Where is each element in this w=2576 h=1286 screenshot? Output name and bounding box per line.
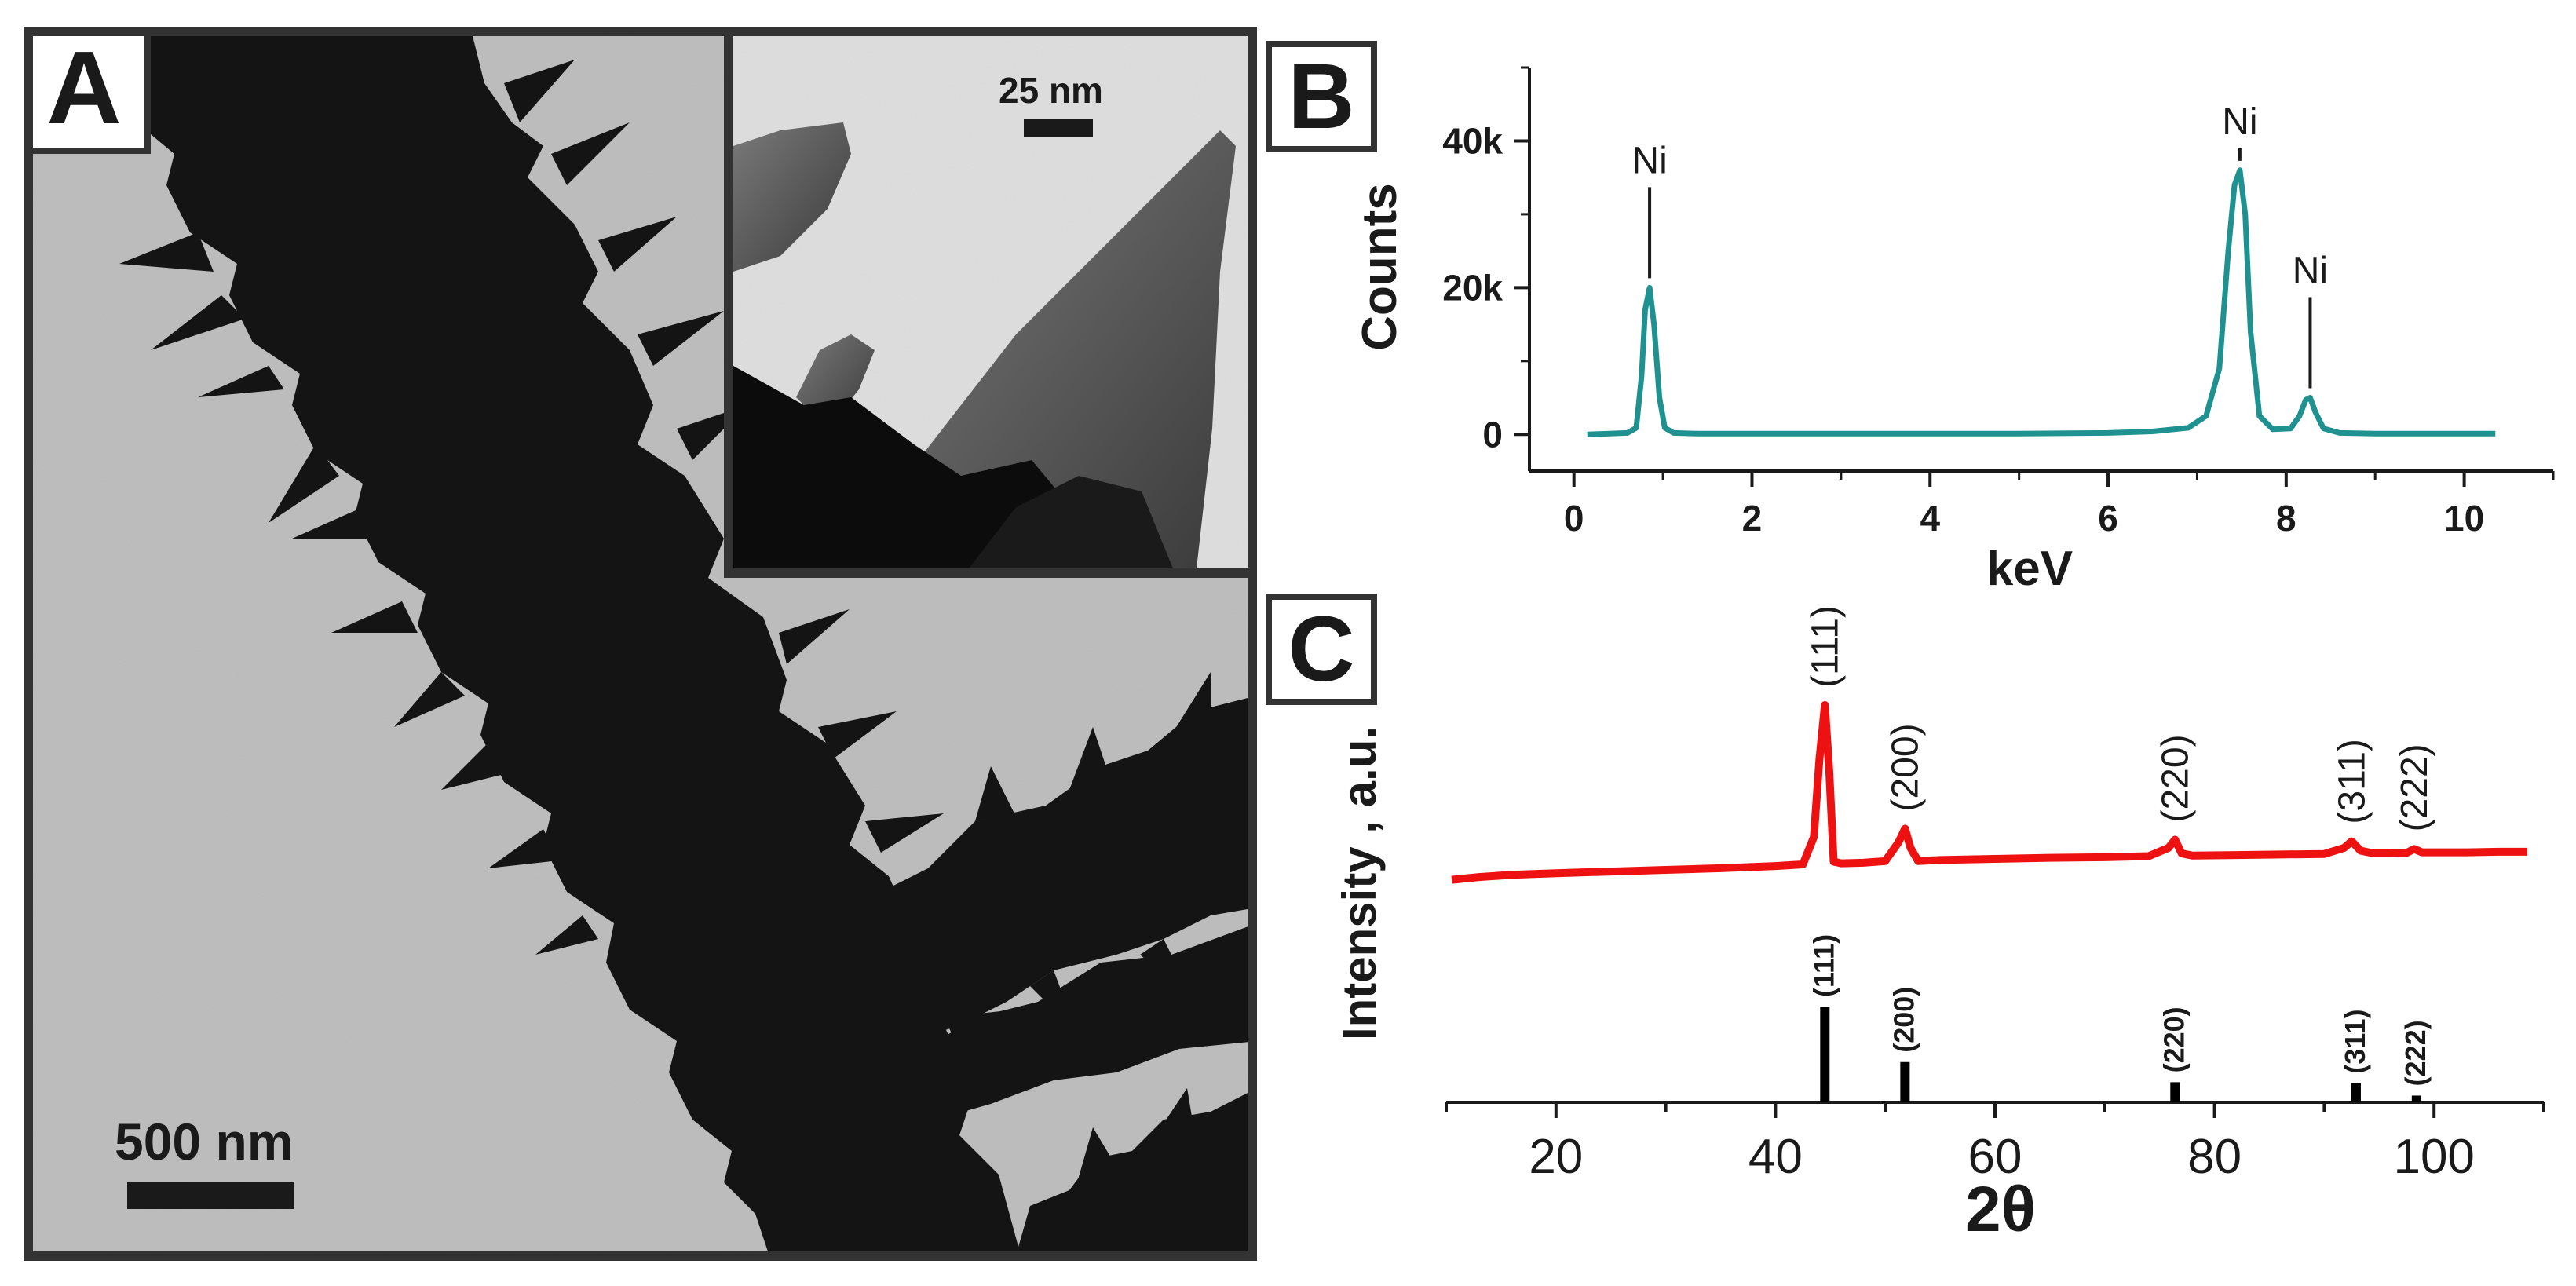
eds-axes bbox=[1528, 68, 2553, 473]
xrd-reference-label: (200) bbox=[1887, 987, 1920, 1053]
xrd-reference-bars bbox=[1820, 1007, 2421, 1102]
xrd-x-tick-label: 40 bbox=[1748, 1130, 1803, 1184]
xrd-peak-label: (111) bbox=[1804, 605, 1846, 688]
xrd-reference-bar bbox=[2351, 1083, 2361, 1102]
micrograph-panel: 25 nm A 500 nm bbox=[24, 27, 1257, 1261]
xrd-chart: 20 40 60 80 100 (111) (200) (220) (311) (222) (1… bbox=[1333, 605, 2545, 1245]
xrd-pattern-line bbox=[1451, 701, 2527, 884]
eds-annotation-label: Ni bbox=[1631, 140, 1667, 181]
xrd-reference-label: (311) bbox=[2339, 1010, 2371, 1074]
inset-micrograph: 25 nm bbox=[724, 36, 1248, 578]
eds-x-axis-title: keV bbox=[1986, 542, 2073, 596]
eds-peak-annotations: Ni Ni Ni bbox=[1631, 101, 2328, 389]
eds-x-tick-label: 6 bbox=[2098, 498, 2118, 539]
xrd-peak-label: (311) bbox=[2331, 739, 2373, 824]
xrd-reference-label: (222) bbox=[2399, 1020, 2432, 1086]
xrd-x-tick-label: 100 bbox=[2393, 1130, 2474, 1184]
eds-y-tick-label: 0 bbox=[1482, 414, 1503, 455]
xrd-reference-label: (220) bbox=[2158, 1007, 2190, 1072]
eds-spectrum-line bbox=[1587, 167, 2496, 437]
micrograph-image bbox=[33, 36, 1248, 1251]
eds-x-tick-label: 8 bbox=[2276, 498, 2296, 539]
eds-x-tick-label: 0 bbox=[1564, 498, 1584, 539]
xrd-peak-labels: (111) (200) (220) (311) (222) bbox=[1804, 605, 2435, 831]
eds-chart: 0 2 4 6 8 10 0 20k 40k Ni Ni Ni keV Counts bbox=[1353, 66, 2555, 596]
eds-x-tick-label: 4 bbox=[1920, 498, 1940, 539]
micrograph-scale-label: 500 nm bbox=[115, 1112, 294, 1171]
panel-label-a: A bbox=[33, 36, 151, 154]
xrd-peak-label: (220) bbox=[2154, 734, 2196, 822]
inset-micrograph-image bbox=[733, 36, 1248, 568]
eds-ticks bbox=[1514, 66, 2555, 487]
xrd-reference-label: (111) bbox=[1807, 934, 1840, 997]
eds-y-axis-title: Counts bbox=[1353, 183, 1407, 351]
xrd-peak-label: (200) bbox=[1884, 723, 1926, 811]
xrd-peak-label: (222) bbox=[2394, 743, 2435, 831]
xrd-x-axis-title: 2θ bbox=[1965, 1174, 2036, 1245]
eds-x-tick-label: 2 bbox=[1742, 498, 1763, 539]
xrd-ticks bbox=[1445, 1102, 2545, 1118]
xrd-reference-labels: (111) (200) (220) (311) (222) bbox=[1807, 934, 2432, 1087]
xrd-x-tick-label: 60 bbox=[1968, 1130, 2022, 1184]
panel-label-c: C bbox=[1266, 594, 1377, 705]
xrd-reference-bar bbox=[1900, 1061, 1910, 1102]
inset-scale-label: 25 nm bbox=[999, 70, 1103, 111]
xrd-y-axis-title: Intensity , a.u. bbox=[1333, 726, 1386, 1040]
eds-y-tick-label: 40k bbox=[1442, 120, 1503, 161]
micrograph-scale-bar bbox=[127, 1182, 294, 1209]
xrd-x-tick-label: 80 bbox=[2187, 1130, 2242, 1184]
xrd-tick-labels: 20 40 60 80 100 bbox=[1529, 1130, 2475, 1184]
xrd-reference-bar bbox=[2170, 1082, 2180, 1102]
panel-label-b: B bbox=[1266, 41, 1377, 152]
xrd-reference-bar bbox=[1820, 1007, 1830, 1102]
xrd-x-tick-label: 20 bbox=[1529, 1130, 1583, 1184]
eds-x-tick-label: 10 bbox=[2444, 498, 2484, 539]
eds-y-tick-label: 20k bbox=[1442, 267, 1503, 308]
eds-annotation-label: Ni bbox=[2222, 101, 2257, 143]
xrd-reference-bar bbox=[2411, 1095, 2421, 1102]
inset-scale-bar bbox=[1024, 119, 1093, 137]
eds-tick-labels: 0 2 4 6 8 10 0 20k 40k bbox=[1442, 120, 2484, 539]
eds-annotation-label: Ni bbox=[2293, 250, 2328, 292]
